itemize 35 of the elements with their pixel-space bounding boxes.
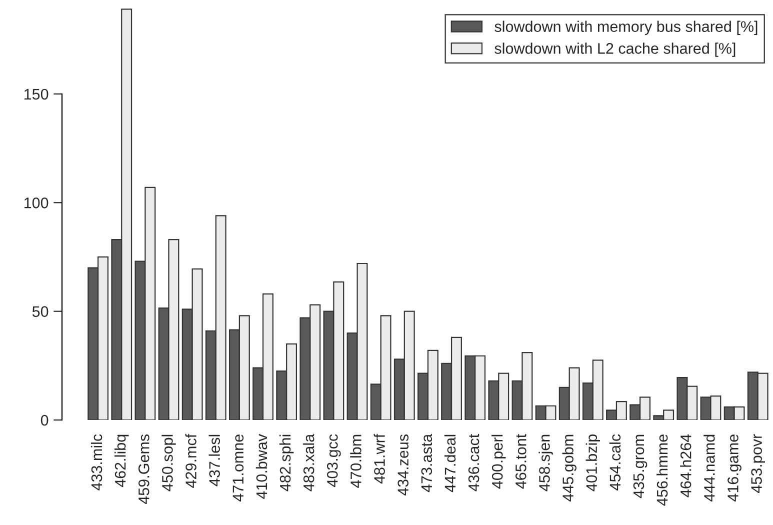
x-tick-label: 445.gobm [562, 434, 576, 502]
x-tick-label: 436.cact [468, 434, 480, 492]
x-tick-label: 454.calc [609, 434, 621, 490]
x-tick-label: 481.wrf [374, 434, 385, 484]
x-tick-label: 403.gcc [326, 434, 341, 488]
x-tick-label: 401.bzip [586, 434, 600, 492]
x-tick-label: 465.tont [516, 434, 526, 489]
x-tick-label: 437.lesl [208, 434, 220, 486]
x-tick-label: 483.xala [303, 434, 314, 492]
y-tick-label: 0 [40, 414, 48, 426]
legend-label: slowdown with memory bus shared [%] [494, 20, 758, 35]
y-tick-label: 100 [24, 198, 48, 208]
x-tick-label: 456.hmme [656, 434, 668, 506]
legend-label: slowdown with L2 cache shared [%] [494, 42, 736, 57]
x-tick-label: 444.namd [704, 434, 715, 502]
x-tick-label: 459.Gems [138, 434, 150, 504]
x-tick-label: 447.deal [444, 434, 456, 492]
y-tick-label: 150 [24, 88, 48, 100]
x-tick-label: 471.omne [232, 434, 244, 502]
x-tick-label: 462.libq [114, 434, 129, 488]
x-tick-label: 410.bwav [256, 434, 268, 499]
x-tick-label: 453.povr [751, 434, 765, 493]
x-tick-label: 429.mcf [185, 434, 196, 488]
x-tick-label: 433.milc [90, 434, 102, 490]
x-tick-label: 400.perl [492, 434, 506, 489]
x-tick-label: 450.sopl [162, 434, 176, 492]
x-tick-label: 473.asta [421, 434, 432, 492]
x-tick-label: 416.game [728, 434, 742, 502]
x-tick-label: 470.lbm [350, 434, 362, 488]
x-tick-label: 458.sjen [538, 434, 553, 492]
x-tick-label: 464.h264 [680, 434, 692, 498]
x-tick-label: 435.grom [633, 434, 648, 498]
x-tick-label: 434.zeus [398, 434, 408, 496]
y-tick-label: 50 [32, 306, 48, 317]
x-tick-label: 482.sphi [279, 434, 294, 492]
